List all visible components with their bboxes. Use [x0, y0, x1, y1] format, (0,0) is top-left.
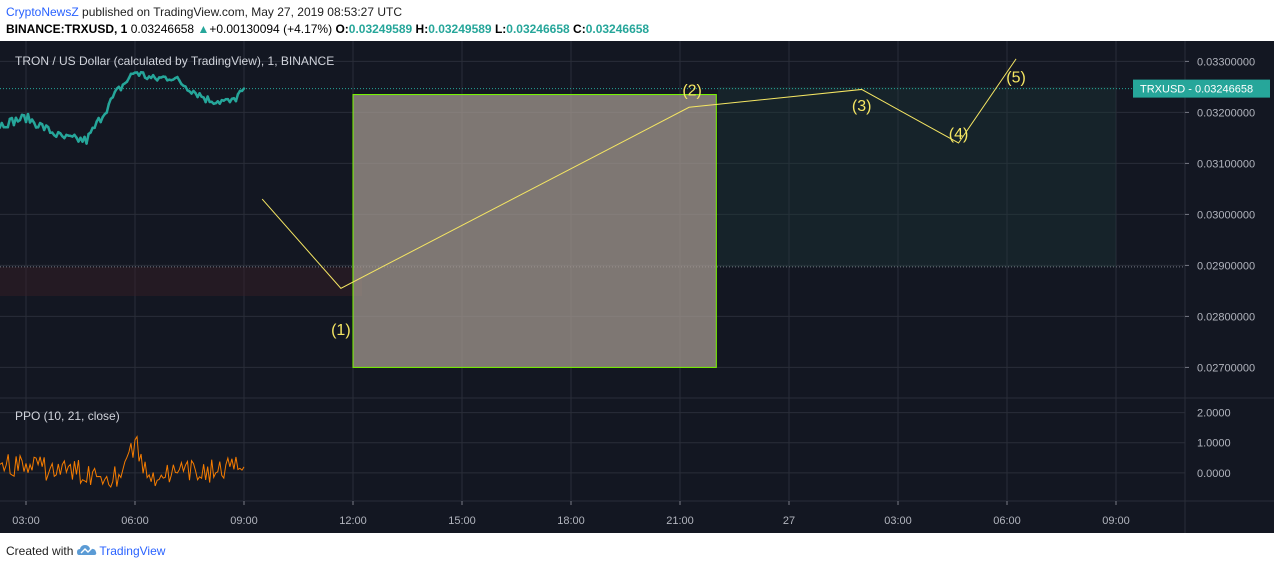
tradingview-link[interactable]: TradingView — [99, 544, 166, 558]
x-tick-label: 21:00 — [666, 515, 694, 527]
close-label: C: — [573, 22, 586, 36]
wave-label: (1) — [331, 322, 351, 339]
created-with-text: Created with — [6, 544, 74, 558]
ppo-axis: 0.0000 1.0000 2.0000 — [1197, 408, 1231, 480]
x-tick-label: 18:00 — [557, 515, 585, 527]
wave-label: (3) — [852, 98, 872, 115]
y-tick-label: 0.02700000 — [1197, 362, 1255, 374]
publisher-link[interactable]: CryptoNewsZ — [6, 5, 79, 19]
y-tick-label: 0.03000000 — [1197, 209, 1255, 221]
elliott-wave-line — [261, 58, 1017, 289]
x-tick-label: 09:00 — [1102, 515, 1130, 527]
y-tick-label: 0.03100000 — [1197, 158, 1255, 170]
price-series — [0, 71, 246, 145]
y-tick-label: 0.02800000 — [1197, 311, 1255, 323]
footer: Created with TradingView — [6, 544, 165, 559]
wave-label: (2) — [682, 82, 702, 99]
price-segment — [6, 117, 12, 129]
y-tick-label: 0.03300000 — [1197, 56, 1255, 68]
chart-canvas[interactable]: (1) (2) (3) (4) (5) TRON / US Dollar (calcul… — [0, 41, 1274, 533]
ppo-series — [0, 435, 245, 489]
x-tick-label: 27 — [783, 515, 795, 527]
low-value: 0.03246658 — [506, 22, 570, 36]
close-value: 0.03246658 — [585, 22, 650, 36]
y-tick-label: 0.02900000 — [1197, 260, 1255, 272]
ppo-tick-label: 1.0000 — [1197, 438, 1231, 450]
price-axis: 0.02700000 0.02800000 0.02900000 0.03000000… — [1185, 56, 1255, 374]
time-axis: 03:00 06:00 09:00 12:00 15:00 18:00 21:00 27 03:… — [12, 501, 1130, 527]
last-price: 0.03246658 — [130, 22, 195, 36]
x-tick-label: 09:00 — [230, 515, 258, 527]
ppo-tick-label: 2.0000 — [1197, 408, 1231, 420]
x-tick-label: 12:00 — [339, 515, 367, 527]
price-label-text: TRXUSD - 0.03246658 — [1140, 84, 1253, 96]
price-segment — [105, 102, 111, 114]
high-value: 0.03249589 — [428, 22, 492, 36]
price-segment — [85, 132, 90, 145]
up-shade-band — [718, 86, 1116, 267]
ppo-title: PPO (10, 21, close) — [15, 409, 120, 423]
x-tick-label: 06:00 — [993, 515, 1021, 527]
wave-labels: (1) (2) (3) (4) (5) — [331, 70, 1026, 339]
reference-price-band — [0, 266, 362, 296]
x-tick-label: 15:00 — [448, 515, 476, 527]
wave-label: (5) — [1006, 70, 1026, 87]
wave-label: (4) — [949, 126, 969, 143]
open-value: 0.03249589 — [348, 22, 413, 36]
low-label: L: — [494, 22, 507, 36]
ohlc-header: BINANCE:TRXUSD, 1 0.03246658 ▲+0.0013009… — [6, 22, 649, 36]
high-label: H: — [415, 22, 429, 36]
x-tick-label: 03:00 — [884, 515, 912, 527]
x-tick-label: 06:00 — [121, 515, 149, 527]
x-tick-label: 03:00 — [12, 515, 40, 527]
price-label-background — [1133, 79, 1270, 98]
y-tick-label: 0.03200000 — [1197, 107, 1255, 119]
ppo-tick-label: 0.0000 — [1197, 468, 1231, 480]
chart-title: TRON / US Dollar (calculated by TradingV… — [15, 54, 334, 68]
up-arrow-icon: ▲ — [197, 22, 210, 36]
highlight-box — [352, 94, 717, 368]
price-label: TRXUSD - 0.03246658 — [1133, 79, 1270, 98]
published-text: published on TradingView.com, May 27, 20… — [82, 5, 403, 19]
open-label: O: — [335, 22, 349, 36]
symbol-label: BINANCE:TRXUSD, 1 — [6, 22, 128, 36]
price-change: +0.00130094 (+4.17%) — [209, 22, 333, 36]
tradingview-cloud-icon — [77, 544, 97, 559]
publish-info: CryptoNewsZ published on TradingView.com… — [6, 5, 402, 19]
